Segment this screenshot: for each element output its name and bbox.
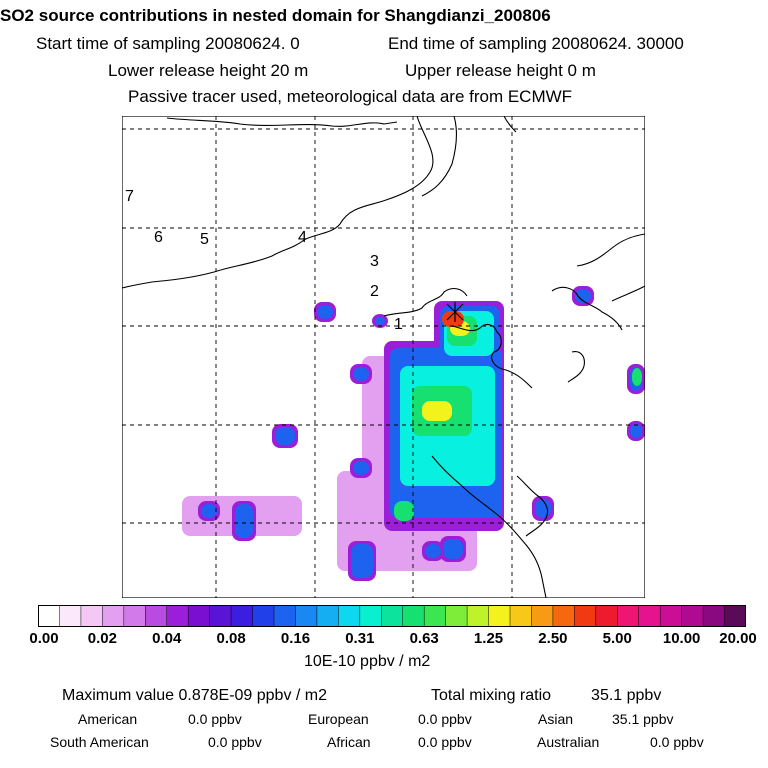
plume-patch: [317, 305, 333, 319]
plume-patch: [353, 367, 369, 381]
region-australian-value: 0.0 ppbv: [650, 734, 704, 750]
receptor-marker-icon: [446, 302, 464, 322]
colorbar-tick-label: 2.50: [538, 630, 568, 647]
colorbar-swatch: [145, 605, 168, 627]
colorbar-tick-label: 5.00: [602, 630, 632, 647]
chart-title: SO2 source contributions in nested domai…: [0, 6, 551, 25]
colorbar-swatch: [273, 605, 297, 627]
map-plot: 1 2 3 4 5 6 7: [122, 116, 645, 598]
region-european-value: 0.0 ppbv: [418, 711, 472, 727]
maximum-value: Maximum value 0.878E-09 ppbv / m2: [62, 687, 328, 704]
plume-patch: [425, 544, 441, 558]
colorbar-swatch: [531, 605, 554, 627]
colorbar-swatch: [230, 605, 254, 627]
day-label-1: 1: [394, 316, 403, 333]
colorbar-swatch: [681, 605, 704, 627]
plume-patch: [375, 317, 385, 325]
colorbar-tick-label: 0.63: [409, 630, 439, 647]
day-label-5: 5: [200, 231, 209, 248]
colorbar-swatch: [466, 605, 490, 627]
tracer-note: Passive tracer used, meteorological data…: [128, 87, 573, 106]
plume-patch: [443, 539, 463, 559]
plume-patch: [351, 544, 373, 578]
plume-patch: [353, 461, 369, 475]
colorbar-swatch: [724, 605, 746, 627]
colorbar-swatch: [359, 605, 383, 627]
colorbar-swatch: [338, 605, 361, 627]
plume-patch: [575, 289, 591, 303]
colorbar: [38, 605, 746, 627]
total-label: Total mixing ratio: [431, 687, 552, 704]
colorbar-swatch: [209, 605, 232, 627]
region-african-value: 0.0 ppbv: [418, 734, 472, 750]
colorbar-unit: 10E-10 ppbv / m2: [304, 653, 431, 670]
colorbar-tick-label: 0.31: [345, 630, 375, 647]
colorbar-swatch: [617, 605, 640, 627]
start-time-label: Start time of sampling 20080624. 0: [36, 34, 300, 53]
colorbar-tick-label: 10.00: [662, 630, 701, 647]
plume-patch: [201, 504, 217, 518]
region-asian-name: Asian: [538, 711, 574, 727]
region-american-name: American: [78, 711, 138, 727]
plume-patch: [632, 368, 642, 386]
total-mixing-ratio: Total mixing ratio 35.1 ppbv: [431, 687, 661, 705]
colorbar-swatch: [402, 605, 426, 627]
total-value: 35.1 ppbv: [591, 687, 662, 704]
colorbar-swatch: [423, 605, 447, 627]
day-label-2: 2: [370, 283, 379, 300]
colorbar-swatch: [123, 605, 147, 627]
colorbar-swatch: [252, 605, 275, 627]
colorbar-swatch: [80, 605, 104, 627]
plume-patch: [422, 401, 452, 421]
colorbar-tick-label: 20.00: [719, 630, 757, 647]
colorbar-tick-label: 0.08: [216, 630, 246, 647]
upper-height-label: Upper release height 0 m: [405, 61, 596, 80]
day-label-7: 7: [125, 188, 134, 205]
region-african-name: African: [327, 734, 371, 750]
plume-patch: [535, 499, 551, 518]
day-label-6: 6: [154, 229, 163, 246]
plume-patch: [235, 504, 253, 538]
colorbar-tick-label: 0.16: [280, 630, 311, 647]
colorbar-swatch: [445, 605, 468, 627]
colorbar-swatch: [702, 605, 726, 627]
region-asian-value: 35.1 ppbv: [612, 711, 674, 727]
region-american-value: 0.0 ppbv: [188, 711, 242, 727]
day-label-4: 4: [298, 229, 307, 246]
plume-patch: [394, 501, 414, 521]
colorbar-swatch: [38, 605, 61, 627]
lower-height-label: Lower release height 20 m: [108, 61, 309, 80]
plume-patch: [275, 427, 295, 445]
colorbar-swatch: [316, 605, 340, 627]
colorbar-swatch: [595, 605, 619, 627]
plume-patch: [630, 424, 642, 438]
day-label-3: 3: [370, 253, 379, 270]
colorbar-swatch: [509, 605, 533, 627]
colorbar-swatch: [295, 605, 318, 627]
colorbar-swatch: [102, 605, 125, 627]
colorbar-swatch: [574, 605, 597, 627]
colorbar-swatch: [187, 605, 211, 627]
colorbar-swatch: [552, 605, 576, 627]
region-european-name: European: [308, 711, 369, 727]
colorbar-swatch: [166, 605, 190, 627]
region-south-american-name: South American: [50, 734, 149, 750]
colorbar-swatch: [638, 605, 662, 627]
grid-lines: [122, 116, 645, 598]
region-south-american-value: 0.0 ppbv: [208, 734, 262, 750]
colorbar-swatch: [659, 605, 683, 627]
colorbar-tick-label: 0.04: [152, 630, 182, 647]
coastline: [122, 116, 645, 598]
end-time-label: End time of sampling 20080624. 30000: [388, 34, 684, 53]
colorbar-tick-label: 0.00: [29, 630, 59, 647]
colorbar-swatch: [59, 605, 82, 627]
colorbar-swatch: [381, 605, 404, 627]
colorbar-tick-label: 0.02: [87, 630, 117, 647]
colorbar-tick-label: 1.25: [473, 630, 504, 647]
region-australian-name: Australian: [537, 734, 600, 750]
colorbar-swatch: [488, 605, 511, 627]
